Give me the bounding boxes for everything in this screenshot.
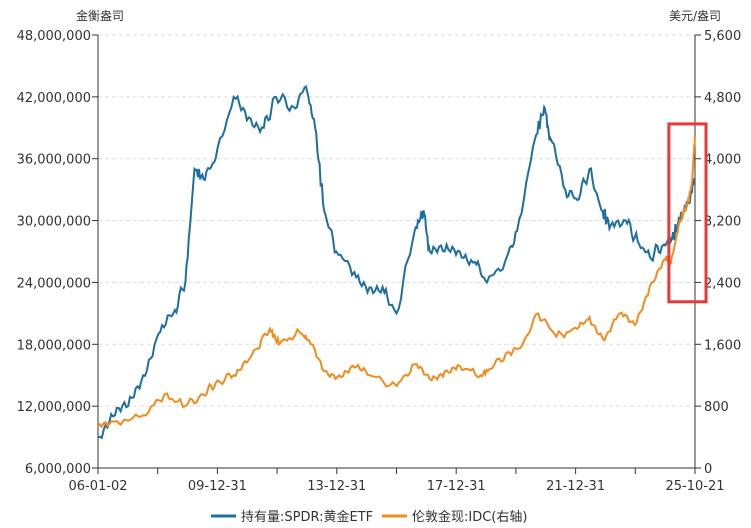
left-axis-label: 金衡盎司 <box>76 8 124 23</box>
x-tick-label: 09-12-31 <box>188 479 247 494</box>
legend-label-spdr: 持有量:SPDR:黄金ETF <box>241 509 373 524</box>
right-tick-label: 2,400 <box>704 276 741 291</box>
left-tick-label: 24,000,000 <box>17 276 91 291</box>
left-tick-label: 30,000,000 <box>17 215 91 230</box>
legend: 持有量:SPDR:黄金ETF 伦敦金现:IDC(右轴) <box>211 509 527 525</box>
right-tick-label: 4,800 <box>704 91 741 106</box>
left-tick-label: 18,000,000 <box>17 338 91 353</box>
right-tick-label: 5,600 <box>704 29 741 44</box>
x-tick-label: 13-12-31 <box>307 479 366 494</box>
left-tick-label: 6,000,000 <box>25 462 91 477</box>
series-line-spdr <box>97 84 696 440</box>
left-tick-label: 48,000,000 <box>17 29 91 44</box>
right-tick-label: 800 <box>704 400 729 415</box>
x-tick-label: 06-01-02 <box>68 479 127 494</box>
right-tick-label: 4,000 <box>704 153 741 168</box>
x-tick-label: 17-12-31 <box>427 479 486 494</box>
highlight-box <box>667 122 708 304</box>
x-tick-label: 25-10-21 <box>665 479 724 494</box>
right-axis-label: 美元/盎司 <box>669 9 721 23</box>
x-tick-label: 21-12-31 <box>546 479 605 494</box>
right-tick-label: 3,200 <box>704 215 741 230</box>
right-tick-label: 0 <box>704 462 712 477</box>
legend-label-gold: 伦敦金现:IDC(右轴) <box>412 509 527 524</box>
left-tick-label: 12,000,000 <box>17 400 91 415</box>
right-tick-label: 1,600 <box>704 338 741 353</box>
series-line-gold <box>97 135 696 429</box>
left-tick-label: 36,000,000 <box>17 153 91 168</box>
left-tick-label: 42,000,000 <box>17 91 91 106</box>
